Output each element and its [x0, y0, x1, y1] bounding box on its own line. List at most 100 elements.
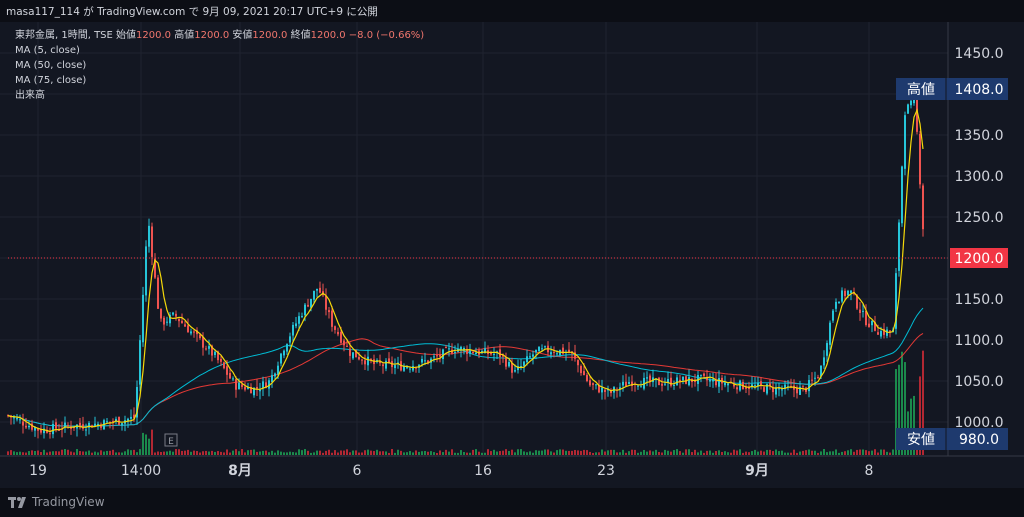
- candle-body: [556, 353, 558, 355]
- candle-body: [757, 382, 759, 387]
- volume-bar: [376, 449, 378, 455]
- volume-bar: [535, 450, 537, 455]
- candle-body: [562, 347, 564, 354]
- candle-body: [142, 294, 144, 343]
- candle-body: [820, 365, 822, 377]
- candle-body: [541, 348, 543, 350]
- volume-bar: [88, 450, 90, 455]
- volume-bar: [190, 451, 192, 455]
- candle-body: [202, 336, 204, 348]
- candle-body: [601, 387, 603, 393]
- y-tick-label: 1250.0: [955, 210, 1004, 226]
- event-marker[interactable]: E: [164, 433, 178, 447]
- volume-bar: [424, 450, 426, 455]
- volume-bar: [682, 452, 684, 455]
- candle-body: [643, 377, 645, 389]
- candle-body: [823, 357, 825, 366]
- candle-body: [349, 348, 351, 356]
- candle-body: [253, 387, 255, 396]
- volume-bar: [262, 450, 264, 455]
- volume-bar: [703, 452, 705, 455]
- volume-bar: [457, 452, 459, 455]
- volume-bar: [808, 449, 810, 455]
- candle-body: [292, 324, 294, 336]
- candle-body: [898, 222, 900, 271]
- volume-bar: [541, 450, 543, 455]
- time-axis[interactable]: 19 14:00 8月 6 16 23 9月 8: [29, 463, 873, 479]
- volume-bar: [652, 451, 654, 455]
- volume-bar: [790, 452, 792, 455]
- candle-body: [445, 347, 447, 349]
- candle-body: [106, 421, 108, 423]
- candle-body: [544, 346, 546, 348]
- legend-ma75[interactable]: MA (75, close): [15, 75, 87, 86]
- candle-body: [514, 370, 516, 372]
- volume-bar: [352, 450, 354, 455]
- volume-bar: [553, 452, 555, 455]
- volume-bar: [7, 451, 9, 455]
- candle-body: [883, 328, 885, 335]
- chart-area[interactable]: E 1000.0 1050.0 1100.0 1150.0 1200.0 1250.0 13…: [0, 22, 1024, 488]
- candle-body: [112, 421, 114, 423]
- volume-bar: [241, 449, 243, 455]
- candle-body: [868, 323, 870, 327]
- y-tick-label: 1000.0: [955, 415, 1004, 431]
- volume-bar: [373, 451, 375, 455]
- candle-body: [307, 304, 309, 307]
- volume-bar: [724, 451, 726, 455]
- volume-bar: [493, 449, 495, 455]
- volume-bar: [679, 451, 681, 455]
- legend-ohlc-row[interactable]: 東邦金属, 1時間, TSE 始値1200.0 高値1200.0 安値1200.…: [15, 28, 424, 43]
- volume-bar: [259, 451, 261, 455]
- candle-body: [553, 351, 555, 353]
- price-chart[interactable]: E 1000.0 1050.0 1100.0 1150.0 1200.0 1250.0 13…: [0, 22, 1024, 488]
- volume-bar: [898, 364, 900, 455]
- volume-bar: [562, 449, 564, 455]
- candle-body: [625, 381, 627, 387]
- volume-bar: [250, 449, 252, 455]
- candle-body: [670, 377, 672, 386]
- volume-bar: [343, 450, 345, 455]
- candle-body: [118, 417, 120, 425]
- volume-bar: [472, 449, 474, 455]
- volume-bar: [559, 449, 561, 455]
- volume-bar: [277, 450, 279, 455]
- volume-bar: [712, 452, 714, 455]
- volume-bar: [658, 451, 660, 455]
- volume-bar: [664, 449, 666, 455]
- legend-ma5[interactable]: MA (5, close): [15, 45, 80, 56]
- candle-body: [385, 360, 387, 369]
- candle-body: [739, 380, 741, 391]
- volume-bar: [511, 449, 513, 455]
- volume-bar: [721, 451, 723, 455]
- volume-bar: [235, 449, 237, 455]
- legend-volume[interactable]: 出来高: [15, 90, 45, 101]
- legend-close-label: 終値: [290, 30, 311, 41]
- candle-body: [199, 334, 201, 339]
- volume-bar: [793, 449, 795, 455]
- candle-body: [460, 346, 462, 351]
- legend-ma50[interactable]: MA (50, close): [15, 60, 87, 71]
- volume-bar: [718, 450, 720, 455]
- volume-bar: [322, 452, 324, 455]
- volume-bar: [151, 429, 153, 455]
- volume-bar: [94, 451, 96, 455]
- volume-bar: [847, 450, 849, 455]
- volume-bar: [55, 451, 57, 455]
- candle-body: [97, 423, 99, 426]
- candle-body: [19, 419, 21, 421]
- candle-body: [592, 383, 594, 385]
- volume-bar: [775, 449, 777, 455]
- volume-bar: [442, 452, 444, 455]
- candle-body: [85, 429, 87, 431]
- grid: [0, 22, 948, 456]
- volume-bar: [400, 450, 402, 455]
- candle-body: [100, 424, 102, 428]
- candle-body: [223, 362, 225, 369]
- volume-bar: [127, 449, 129, 455]
- candle-body: [577, 360, 579, 366]
- candle-body: [388, 358, 390, 363]
- volume-bar: [586, 450, 588, 455]
- candle-body: [286, 344, 288, 352]
- candle-body: [67, 424, 69, 426]
